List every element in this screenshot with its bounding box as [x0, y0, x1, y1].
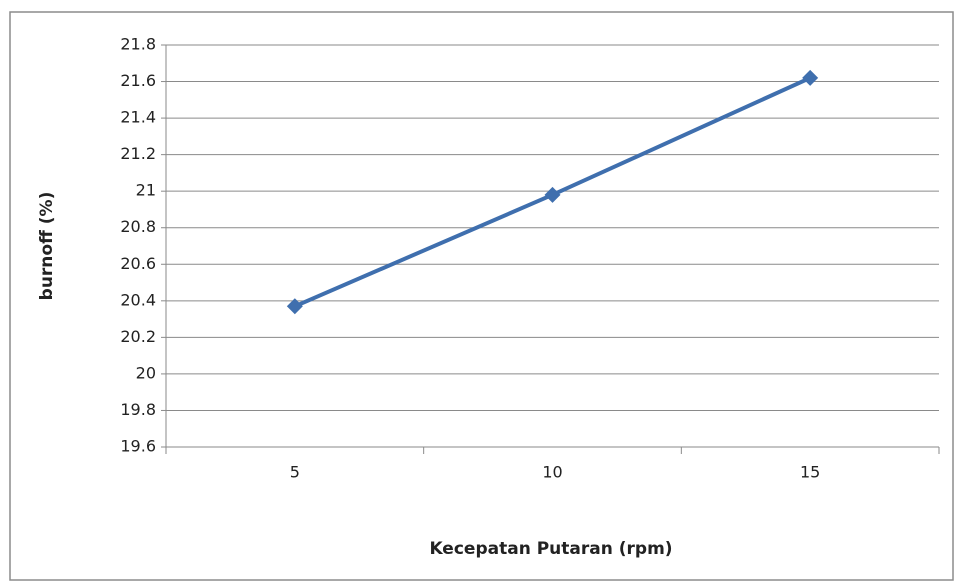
- y-tick-label: 20.2: [120, 327, 156, 346]
- y-tick-label: 20.6: [120, 254, 156, 273]
- y-tick-label: 20: [136, 363, 156, 382]
- y-tick-label: 21: [136, 181, 156, 200]
- y-tick-label: 21.8: [120, 35, 156, 54]
- x-tick-label: 5: [290, 463, 300, 482]
- y-tick-label: 20.8: [120, 217, 156, 236]
- y-axis-title: burnoff (%): [37, 192, 57, 301]
- y-tick-label: 19.6: [120, 437, 156, 456]
- x-axis-title: Kecepatan Putaran (rpm): [429, 539, 672, 559]
- y-tick-label: 19.8: [120, 400, 156, 419]
- y-tick-label: 20.4: [120, 290, 156, 309]
- x-tick-label: 10: [542, 463, 562, 482]
- chart: Kecepatan Putaran (rpm) burnoff (%) 19.6…: [0, 0, 954, 581]
- y-tick-label: 21.6: [120, 71, 156, 90]
- y-tick-label: 21.4: [120, 108, 156, 127]
- x-tick-label: 15: [800, 463, 820, 482]
- y-tick-label: 21.2: [120, 144, 156, 163]
